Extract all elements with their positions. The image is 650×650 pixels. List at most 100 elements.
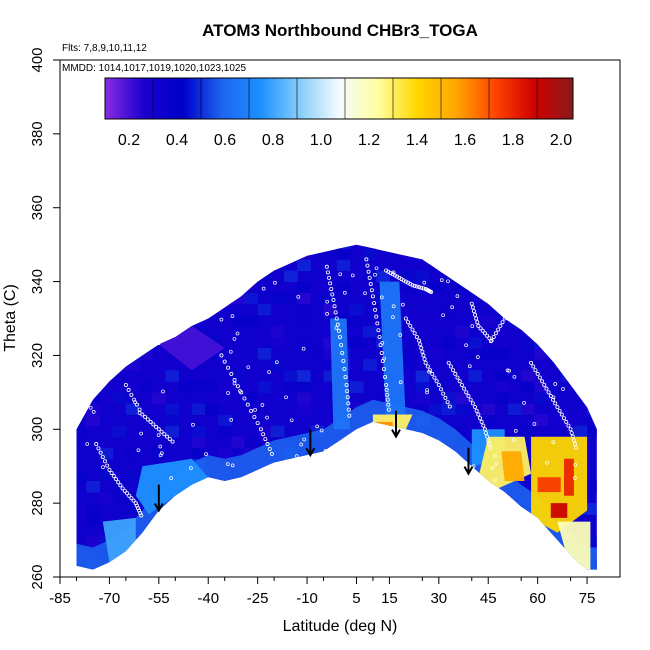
- heatmap-cell: [323, 348, 338, 360]
- heatmap-cell: [139, 259, 153, 271]
- heatmap-cell: [323, 370, 338, 382]
- heatmap-cell: [310, 503, 325, 515]
- heatmap-cell: [178, 381, 193, 393]
- sample-point: [381, 366, 386, 371]
- sample-point: [500, 320, 505, 325]
- heatmap-cell: [521, 425, 535, 438]
- sample-point: [162, 432, 167, 437]
- sample-point: [94, 442, 99, 447]
- heatmap-cell: [284, 558, 298, 570]
- heatmap-cell: [191, 447, 206, 460]
- sample-point: [513, 304, 518, 309]
- heatmap-cell: [442, 392, 456, 404]
- heatmap-cell: [402, 244, 417, 249]
- sample-point: [429, 290, 434, 295]
- heatmap-cell: [415, 292, 430, 305]
- sample-point: [154, 424, 159, 429]
- heatmap-cell: [534, 336, 549, 349]
- heatmap-cell: [428, 403, 443, 416]
- heatmap-cell: [257, 547, 272, 560]
- sample-point: [425, 364, 430, 369]
- heatmap-cell: [297, 525, 311, 537]
- heatmap-cell: [428, 259, 443, 271]
- sample-point: [269, 451, 274, 456]
- heatmap-cell: [455, 325, 469, 338]
- sample-point: [134, 402, 139, 407]
- heatmap-cell: [494, 370, 509, 382]
- heatmap-cell: [587, 392, 597, 404]
- sample-point: [230, 314, 235, 318]
- heatmap-cell: [547, 348, 562, 360]
- heatmap-cell: [455, 414, 469, 427]
- sample-point: [87, 345, 92, 349]
- heatmap-cell: [508, 525, 522, 537]
- sample-point: [85, 442, 90, 446]
- heatmap-cell: [455, 336, 469, 349]
- heatmap-cell: [270, 303, 285, 316]
- x-tick-label: 75: [579, 590, 596, 607]
- heatmap-cell: [481, 514, 496, 526]
- sample-point: [343, 290, 347, 295]
- heatmap-cell: [270, 558, 285, 570]
- sample-point: [377, 427, 382, 431]
- sample-point: [158, 453, 163, 458]
- heatmap-cell: [336, 447, 351, 460]
- heatmap-cell: [587, 314, 597, 327]
- heatmap-cell: [455, 259, 469, 271]
- heatmap-cell: [112, 244, 127, 249]
- sample-point: [553, 401, 558, 406]
- heatmap-cell: [270, 359, 285, 371]
- sample-point: [395, 456, 400, 460]
- sample-point: [301, 346, 306, 351]
- heatmap-cell: [494, 244, 509, 249]
- heatmap-cell: [139, 558, 153, 570]
- sample-point: [346, 407, 351, 412]
- sample-point: [260, 403, 265, 407]
- sample-point: [386, 407, 391, 412]
- sample-point: [529, 360, 534, 365]
- sample-point: [476, 323, 481, 328]
- heatmap-cell: [284, 370, 298, 382]
- sample-point: [482, 427, 487, 432]
- sample-point: [498, 323, 503, 328]
- heatmap-cell: [257, 425, 272, 438]
- sample-point: [340, 350, 345, 355]
- sample-point: [551, 440, 556, 445]
- sample-point: [474, 316, 479, 321]
- heatmap-cell: [310, 480, 325, 493]
- sample-point: [421, 286, 426, 291]
- heatmap-cell: [125, 281, 140, 294]
- heatmap-cell: [284, 536, 298, 548]
- sample-point: [464, 390, 469, 395]
- heatmap-cell: [363, 336, 377, 349]
- sample-point: [443, 395, 448, 400]
- heatmap-cell: [310, 348, 325, 360]
- heatmap-cell: [428, 348, 443, 360]
- sample-point: [91, 391, 96, 395]
- heatmap-cell: [257, 303, 272, 316]
- heatmap-cell: [376, 503, 390, 515]
- x-tick-label: 30: [430, 590, 447, 607]
- heatmap-cell: [481, 270, 496, 283]
- sample-point: [118, 483, 123, 488]
- sample-point: [184, 309, 189, 313]
- heatmap-cell: [191, 248, 206, 260]
- sample-point: [572, 476, 577, 480]
- heatmap-cell: [152, 536, 166, 548]
- sample-point: [532, 422, 537, 426]
- x-tick-label: -70: [99, 590, 121, 607]
- colorbar-tick-label: 1.8: [502, 132, 524, 149]
- heatmap-cell: [152, 447, 166, 460]
- heatmap-cell: [415, 525, 430, 537]
- heatmap-cell: [112, 492, 127, 504]
- sample-point: [471, 309, 476, 314]
- heatmap-cell: [534, 381, 549, 393]
- heatmap-cell: [165, 403, 180, 416]
- sample-point: [490, 282, 495, 287]
- heatmap-cell: [191, 244, 206, 249]
- heatmap-cell: [560, 336, 575, 349]
- sample-point: [512, 374, 517, 379]
- heatmap-cell: [125, 403, 140, 416]
- heatmap-cell: [178, 248, 193, 260]
- heatmap-cell: [244, 244, 259, 249]
